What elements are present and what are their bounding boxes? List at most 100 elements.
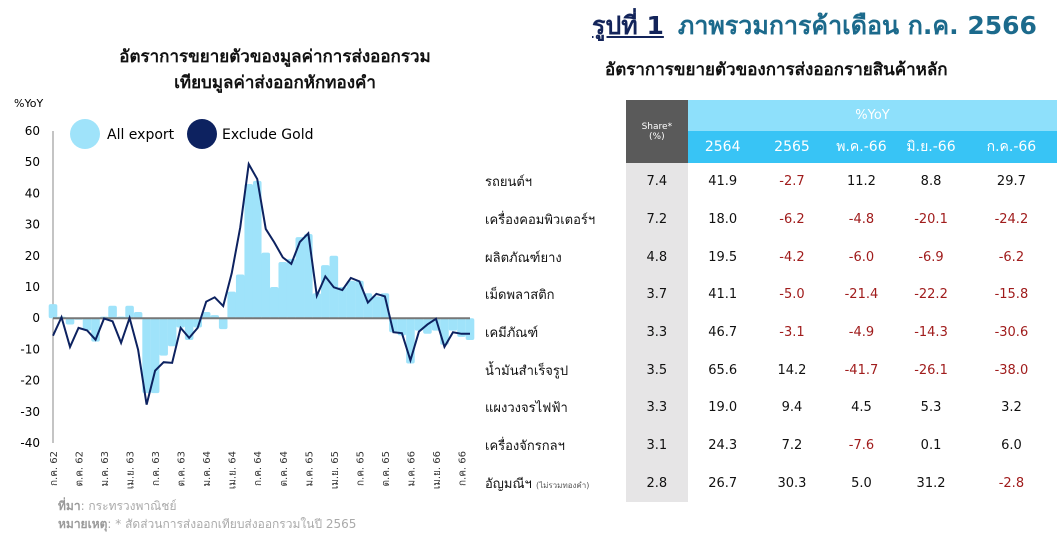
share-cell: 4.8: [625, 238, 689, 277]
value-cell: 14.2: [777, 362, 807, 378]
x-tick-label: ต.ค. 63: [177, 451, 188, 486]
share-cell: 3.3: [625, 313, 689, 352]
product-name: เคมีภัณฑ์: [475, 314, 626, 352]
bar-all-export: [244, 184, 254, 319]
column-header: มิ.ย.-66: [896, 131, 966, 163]
value-cell: 0.1: [920, 438, 942, 454]
bar-all-export: [125, 305, 134, 319]
value-cell: 6.0: [1001, 438, 1022, 454]
product-label: น้ำมันสำเร็จรูป: [485, 363, 569, 379]
value-cell: -6.0: [848, 249, 875, 265]
bar-all-export: [397, 318, 407, 336]
table-row: เครื่องคอมพิวเตอร์ฯ 7.2 18.0 -6.2 -4.8 -20.1 -…: [475, 200, 1057, 239]
bar-all-export: [372, 296, 381, 319]
y-tick-label: -10: [20, 342, 40, 356]
x-tick-label: เม.ย. 65: [330, 451, 341, 489]
value-cell: -7.6: [848, 438, 875, 454]
footnote: หมายเหตุ: * สัดส่วนการส่งออกเทียบส่งออกร…: [58, 515, 356, 534]
table-row: เคมีภัณฑ์ 3.3 46.7 -3.1 -4.9 -14.3 -30.6: [475, 313, 1057, 352]
yoy-header: %YoY: [688, 100, 1057, 131]
bar-all-export: [159, 318, 168, 356]
value-cell: -22.2: [914, 287, 948, 303]
x-tick-label: ต.ค. 65: [381, 451, 392, 486]
share-cell: 7.2: [625, 200, 689, 239]
chart-title: อัตราการขยายตัวของมูลค่าการส่งออกรวม เที…: [40, 44, 510, 96]
legend-exclude-gold-marker: [187, 119, 217, 149]
bar-all-export: [448, 318, 458, 331]
y-tick-label: 30: [25, 218, 40, 232]
bar-all-export: [346, 280, 356, 319]
product-label: เม็ดพลาสติก: [485, 288, 555, 304]
column-header: พ.ค.-66: [826, 131, 897, 163]
value-cell: 26.7: [708, 475, 738, 491]
line-exclude-gold: [52, 160, 470, 405]
share-header-line1: Share*: [641, 121, 673, 132]
value-cell: 11.2: [846, 174, 876, 190]
bar-all-export: [142, 318, 151, 394]
product-name: เครื่องจักรกลฯ: [475, 427, 626, 465]
y-tick-label: 10: [25, 280, 40, 294]
export-growth-chart: %YoY 60 50 40 30 20 10 0 -10 -20 -30 -40 ก.ค. 62 ต.ค.…: [14, 97, 475, 489]
value-cell: -41.7: [844, 362, 879, 378]
value-cell: -6.2: [998, 249, 1025, 265]
note-text: : * สัดส่วนการส่งออกเทียบส่งออกรวมในปี 2…: [107, 517, 357, 531]
x-tick-label: เม.ย. 64: [228, 451, 239, 489]
product-label: รถยนต์ฯ: [485, 175, 533, 191]
bar-all-export: [108, 305, 117, 319]
product-label: ผลิตภัณฑ์ยาง: [485, 250, 562, 266]
figure-number: รูปที่ 1: [592, 11, 664, 40]
value-cell: -14.3: [914, 325, 948, 341]
table-title: อัตราการขยายตัวของการส่งออกรายสินค้าหลัก: [605, 60, 948, 80]
bar-all-export: [227, 291, 237, 319]
value-cell: -26.1: [914, 362, 948, 378]
product-name: เม็ดพลาสติก: [475, 276, 626, 314]
table-row: เครื่องจักรกลฯ 3.1 24.3 7.2 -7.6 0.1 6.0: [475, 426, 1057, 465]
bar-all-export: [167, 318, 177, 347]
column-header: 2565: [757, 131, 827, 163]
source-note: ที่มา: กระทรวงพาณิชย์: [58, 497, 177, 516]
column-header: 2564: [688, 131, 758, 163]
value-cell: 19.5: [708, 249, 738, 265]
x-tick-label: ก.ค. 65: [355, 451, 366, 486]
y-tick-label: -30: [20, 405, 40, 419]
table-row: น้ำมันสำเร็จรูป 3.5 65.6 14.2 -41.7 -26.1 -38.…: [475, 351, 1057, 390]
value-cell: -6.2: [779, 212, 805, 228]
bar-all-export: [278, 262, 288, 319]
x-tick-label: ต.ค. 62: [75, 451, 86, 486]
bar-all-export: [133, 311, 143, 319]
bar-all-export: [261, 252, 271, 319]
y-tick-label: 40: [25, 186, 40, 200]
x-tick-label: ก.ค. 66: [457, 451, 468, 486]
x-tick-label: เม.ย. 63: [126, 451, 137, 489]
x-tick-label: ก.ค. 64: [253, 451, 264, 486]
chart-title-line2: เทียบมูลค่าส่งออกหักทองคำ: [174, 73, 376, 93]
bar-all-export: [48, 304, 58, 319]
bar-all-export: [406, 318, 415, 364]
value-cell: 4.5: [851, 400, 872, 416]
y-tick-label: -40: [20, 436, 40, 450]
share-cell: 2.8: [625, 464, 689, 503]
bar-all-export: [269, 287, 279, 319]
value-cell: 31.2: [916, 475, 946, 491]
figure-title-text: ภาพรวมการค้าเดือน ก.ค. 2566: [677, 11, 1037, 40]
y-axis-label: %YoY: [14, 97, 43, 110]
value-cell: -20.1: [914, 212, 948, 228]
bar-all-export: [235, 274, 245, 319]
product-name: แผงวงจรไฟฟ้า: [475, 389, 626, 427]
bar-all-export: [321, 265, 330, 319]
product-name: น้ำมันสำเร็จรูป: [475, 351, 626, 389]
x-tick-label: ต.ค. 64: [279, 451, 290, 486]
bar-all-export: [355, 280, 364, 319]
value-cell: -5.0: [779, 287, 805, 303]
product-label: เครื่องคอมพิวเตอร์ฯ: [485, 213, 596, 229]
product-note: (ไม่รวมทองคำ): [535, 480, 590, 490]
x-tick-label: ม.ค. 63: [100, 451, 111, 487]
bar-all-export: [304, 233, 313, 319]
value-cell: 30.3: [777, 475, 807, 491]
value-cell: 7.2: [781, 438, 803, 454]
value-cell: -21.4: [844, 287, 879, 303]
product-label: เคมีภัณฑ์: [485, 326, 539, 342]
y-tick-label: 20: [25, 249, 40, 263]
value-cell: -4.8: [848, 212, 875, 228]
table-row: ผลิตภัณฑ์ยาง 4.8 19.5 -4.2 -6.0 -6.9 -6.2: [475, 238, 1057, 277]
